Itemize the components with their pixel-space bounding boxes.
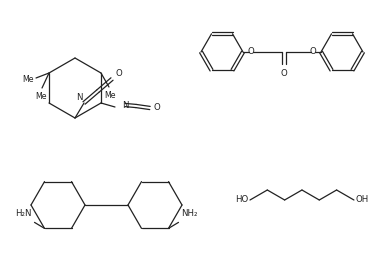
Text: O: O xyxy=(310,48,316,56)
Text: HO: HO xyxy=(235,196,248,204)
Text: NH₂: NH₂ xyxy=(182,209,198,218)
Text: N: N xyxy=(122,101,128,109)
Text: O: O xyxy=(154,104,161,112)
Text: O: O xyxy=(280,69,287,78)
Text: H₂N: H₂N xyxy=(15,209,31,218)
Text: O: O xyxy=(116,69,123,78)
Text: O: O xyxy=(247,48,254,56)
Text: OH: OH xyxy=(356,196,369,204)
Text: Me: Me xyxy=(35,92,47,101)
Text: Me: Me xyxy=(22,75,34,83)
Text: N: N xyxy=(77,93,83,102)
Text: Me: Me xyxy=(104,91,116,100)
